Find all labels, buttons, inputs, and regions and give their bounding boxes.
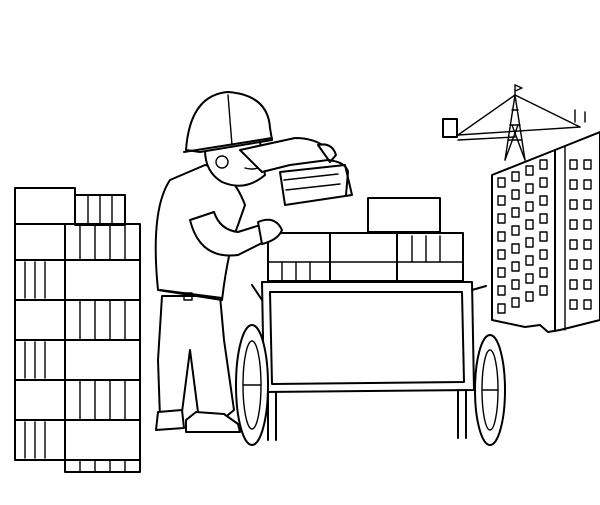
building-window <box>569 259 578 270</box>
building-window <box>511 297 520 308</box>
building-window <box>511 261 520 272</box>
building-window <box>569 239 578 250</box>
building-window <box>525 219 534 230</box>
building-window <box>539 177 548 188</box>
building-window <box>497 267 506 278</box>
brick-stack-left <box>14 187 141 473</box>
building-window <box>583 259 592 270</box>
building-window <box>497 177 506 188</box>
building-window <box>497 303 506 314</box>
construction-worker <box>154 91 353 433</box>
building-window <box>511 243 520 254</box>
building-windows <box>497 159 592 314</box>
building-window <box>511 207 520 218</box>
building-window <box>569 279 578 290</box>
building-window <box>511 279 520 290</box>
tower-crane <box>442 84 581 161</box>
building-window <box>539 249 548 260</box>
building-window <box>583 159 592 170</box>
brick-cart <box>235 281 506 446</box>
building-window <box>539 285 548 296</box>
building-window <box>569 159 578 170</box>
building-window <box>583 179 592 190</box>
building-window <box>539 231 548 242</box>
building-window <box>569 299 578 310</box>
building-window <box>497 231 506 242</box>
building-window <box>497 249 506 260</box>
bricks-on-cart <box>267 197 464 282</box>
building-window <box>525 255 534 266</box>
building-window <box>569 219 578 230</box>
building-window <box>539 195 548 206</box>
building-window <box>583 279 592 290</box>
building-window <box>569 179 578 190</box>
building-window <box>583 299 592 310</box>
building-window <box>583 199 592 210</box>
building-window <box>525 201 534 212</box>
building-window <box>525 165 534 176</box>
building-window <box>525 291 534 302</box>
building-window <box>583 219 592 230</box>
building-window <box>511 225 520 236</box>
building-window <box>511 189 520 200</box>
building-window <box>525 183 534 194</box>
building-window <box>525 237 534 248</box>
building-window <box>525 273 534 284</box>
building-window <box>497 213 506 224</box>
building-window <box>511 171 520 182</box>
building-window <box>497 285 506 296</box>
building-window <box>497 195 506 206</box>
building-window <box>539 159 548 170</box>
building-window <box>569 199 578 210</box>
building-window <box>583 239 592 250</box>
building-window <box>539 213 548 224</box>
building-window <box>539 267 548 278</box>
